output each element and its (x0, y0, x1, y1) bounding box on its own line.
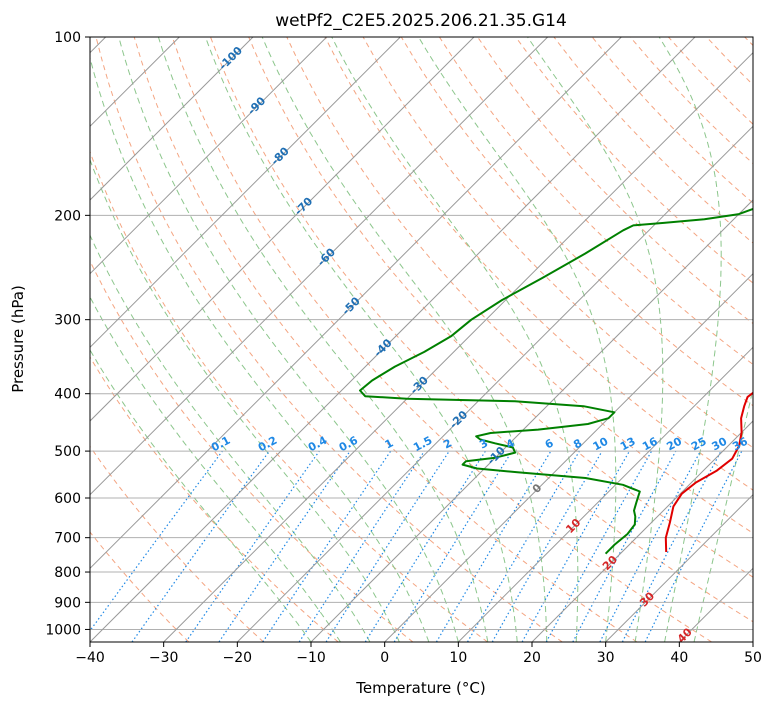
mixing-ratio-label: 20 (664, 435, 684, 454)
pressure-gridlines (90, 37, 753, 629)
x-tick-label: −10 (296, 650, 326, 666)
mixing-ratio-label: 25 (689, 435, 709, 454)
isotherm-label: -70 (292, 194, 315, 217)
mixing-ratio-line (326, 451, 449, 642)
mixing-ratio-label: 13 (618, 435, 638, 454)
isotherm-label: -40 (371, 336, 394, 359)
mixing-ratio-label: 36 (730, 435, 750, 454)
isotherm (0, 37, 327, 642)
isotherm-label: -50 (340, 294, 363, 317)
isotherm-label: -20 (447, 408, 470, 431)
y-tick-label: 800 (54, 565, 81, 581)
moist-adiabat (528, 37, 663, 642)
isotherm (311, 37, 775, 642)
dry-adiabat (0, 37, 189, 642)
dry-adiabat (20, 37, 413, 642)
y-tick-label: 1000 (45, 622, 81, 638)
mixing-ratio-label: 2 (441, 436, 454, 451)
axes: −40 −30 −20 −10 0 10 20 30 40 5010020030040050060… (45, 30, 762, 666)
isotherm-label: -90 (245, 94, 268, 117)
dry-adiabat (707, 37, 775, 642)
x-tick-label: 20 (523, 650, 541, 666)
x-tick-label: −20 (223, 650, 253, 666)
mixing-ratio-line (299, 451, 424, 642)
y-tick-label: 900 (54, 595, 81, 611)
dry-adiabat (0, 37, 264, 642)
x-tick-label: 30 (597, 650, 615, 666)
y-tick-label: 500 (54, 444, 81, 460)
mixing-ratio-label: 4 (504, 436, 517, 451)
dry-adiabat (668, 37, 775, 642)
line-labels: 0.1 0.2 0.4 0.6 1 1.5 2 3 4 6 8 10 13 16 20 25 30 36-100-… (209, 44, 750, 646)
dry-adiabat (554, 37, 775, 642)
dry-adiabat (478, 37, 775, 642)
dry-adiabat (0, 37, 338, 642)
y-tick-label: 300 (54, 313, 81, 329)
dry-adiabat (516, 37, 775, 642)
x-axis-label: Temperature (°C) (355, 679, 485, 697)
mixing-ratio-label: 16 (640, 435, 660, 454)
dry-adiabat (592, 37, 775, 642)
moist-adiabat (332, 37, 578, 642)
isotherm (90, 37, 695, 642)
mixing-ratio-line (468, 451, 580, 642)
plot-frame (90, 37, 753, 642)
isotherm (237, 37, 775, 642)
y-tick-label: 100 (54, 30, 81, 46)
mixing-ratio-line (82, 451, 223, 642)
isotherm (0, 37, 474, 642)
x-tick-label: −30 (149, 650, 179, 666)
isotherm (16, 37, 621, 642)
isotherm-label: 10 (563, 516, 583, 536)
y-tick-label: 200 (54, 208, 81, 224)
x-tick-label: 50 (744, 650, 762, 666)
isotherm (458, 37, 775, 642)
y-tick-label: 700 (54, 531, 81, 547)
mixing-ratio-label: 6 (543, 436, 556, 451)
isotherm-label: -80 (269, 144, 292, 167)
dry-adiabat (96, 37, 562, 642)
isotherm (753, 37, 775, 642)
mixing-ratio-label: 30 (710, 435, 730, 454)
mixing-ratio-line (573, 451, 676, 642)
isotherm (0, 37, 253, 642)
mixing-ratio-line (600, 451, 701, 642)
x-tick-label: 40 (670, 650, 688, 666)
isotherm-label: 40 (675, 625, 695, 645)
isotherm-label: -60 (315, 245, 338, 268)
moist-adiabat (0, 37, 311, 642)
isotherm-label: -100 (216, 44, 245, 73)
x-tick-label: −40 (75, 650, 105, 666)
dry-adiabat (745, 37, 775, 642)
moist-adiabat (85, 37, 429, 642)
isotherm-label: 0 (530, 481, 545, 496)
mixing-ratio-line (365, 451, 485, 642)
y-axis-label: Pressure (hPa) (9, 285, 27, 393)
y-tick-label: 600 (54, 491, 81, 507)
isotherm (0, 37, 400, 642)
moist-adiabat (119, 37, 459, 642)
isotherm (532, 37, 775, 642)
mixing-ratio-label: 3 (477, 436, 490, 451)
moist-adiabat (205, 37, 517, 642)
isotherm (385, 37, 775, 642)
moist-adiabat (694, 37, 775, 642)
mixing-ratio-line (263, 451, 391, 642)
moist-adiabat (419, 37, 616, 642)
plot-area: 0.1 0.2 0.4 0.6 1 1.5 2 3 4 6 8 10 13 16 20 25 30 36-100-… (0, 37, 775, 646)
x-tick-label: 0 (380, 650, 389, 666)
mixing-ratio-lines (82, 451, 742, 642)
isotherm (679, 37, 775, 642)
isotherm-label: 20 (600, 553, 620, 573)
chart-title: wetPf2_C2E5.2025.206.21.35.G14 (275, 11, 567, 31)
x-tick-label: 10 (449, 650, 467, 666)
mixing-ratio-line (436, 451, 551, 642)
y-tick-label: 400 (54, 387, 81, 403)
isotherm (164, 37, 769, 642)
mixing-ratio-label: 10 (591, 435, 611, 454)
